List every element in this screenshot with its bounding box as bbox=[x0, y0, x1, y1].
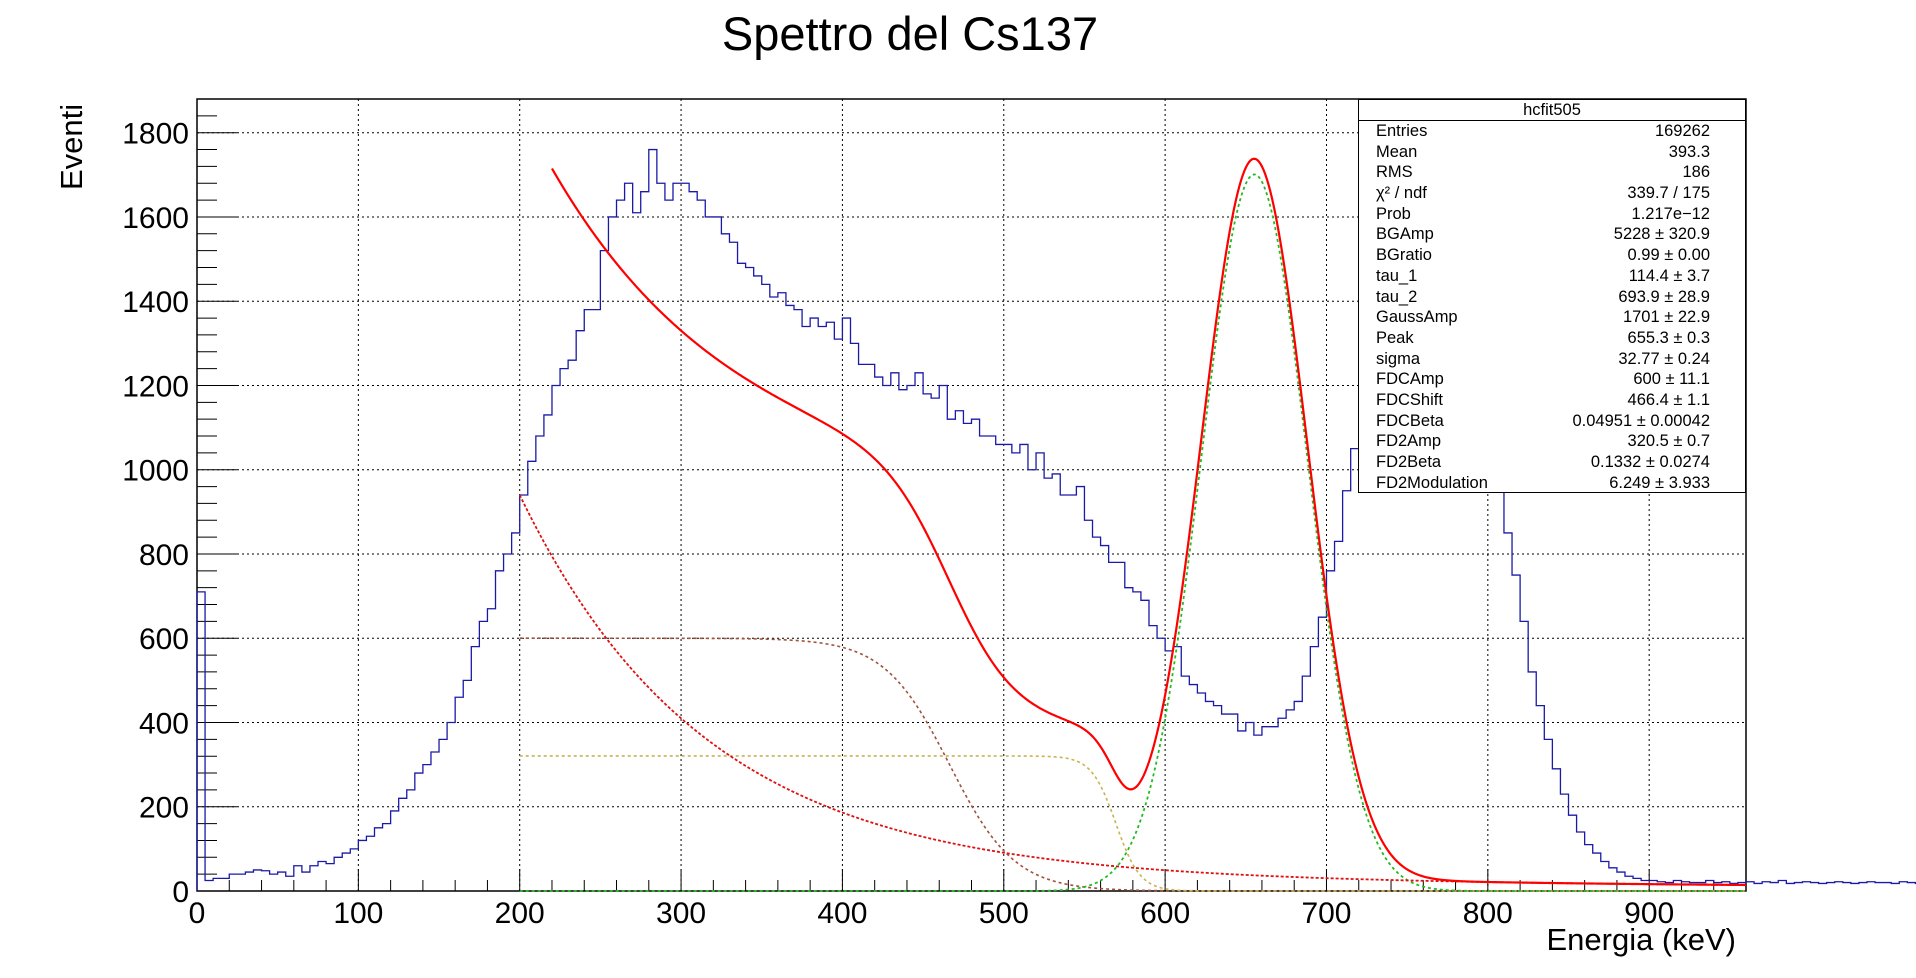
y-tick-label: 0 bbox=[172, 876, 189, 909]
histogram-series bbox=[196, 140, 1916, 891]
chart-title: Spettro del Cs137 bbox=[721, 7, 1099, 60]
stats-row-label: BGAmp bbox=[1376, 225, 1434, 244]
stats-row-label: GaussAmp bbox=[1376, 308, 1458, 327]
stats-row-label: FD2Beta bbox=[1376, 453, 1442, 471]
stats-row-value: 32.77 ± 0.24 bbox=[1618, 349, 1710, 368]
gaussian-peak-component bbox=[519, 173, 1746, 892]
stats-row-value: 1701 ± 22.9 bbox=[1622, 308, 1710, 327]
stats-row-label: Entries bbox=[1376, 122, 1428, 140]
stats-row: GaussAmp 1701 ± 22.9 bbox=[1359, 307, 1745, 328]
x-tick-label: 400 bbox=[817, 897, 867, 930]
stats-row-value: 169262 bbox=[1654, 122, 1710, 140]
stats-row-label: FDCAmp bbox=[1376, 370, 1444, 389]
stats-row-value: 0.99 ± 0.00 bbox=[1627, 246, 1710, 265]
x-tick-label: 300 bbox=[656, 897, 706, 930]
stats-row-value: 655.3 ± 0.3 bbox=[1627, 328, 1710, 347]
stats-box: hcfit505 Entries 169262 Mean 393.3 RMS 186 χ² … bbox=[1358, 99, 1746, 493]
x-tick-label: 200 bbox=[495, 897, 545, 930]
y-tick-label: 400 bbox=[139, 707, 189, 740]
stats-row-value: 693.9 ± 28.9 bbox=[1618, 287, 1710, 306]
stats-row: BGratio 0.99 ± 0.00 bbox=[1359, 245, 1745, 266]
stats-row-value: 186 bbox=[1682, 163, 1710, 182]
exponential-background-component bbox=[518, 494, 1747, 886]
stats-row-label: FD2Modulation bbox=[1376, 473, 1488, 492]
stats-row-label: Mean bbox=[1376, 142, 1418, 161]
stats-row-value: 600 ± 11.1 bbox=[1633, 370, 1710, 389]
stats-row-label: Peak bbox=[1376, 328, 1414, 347]
stats-row-label: tau_2 bbox=[1376, 287, 1418, 306]
y-tick-label: 800 bbox=[139, 539, 189, 572]
stats-row: FDCAmp 600 ± 11.1 bbox=[1359, 369, 1745, 390]
y-tick-label: 200 bbox=[139, 792, 189, 825]
total-fit-curve bbox=[551, 157, 1747, 887]
y-tick-label: 1000 bbox=[122, 455, 189, 488]
stats-row-label: BGratio bbox=[1376, 246, 1432, 265]
stats-row: tau_2 693.9 ± 28.9 bbox=[1359, 287, 1745, 308]
backscatter-component bbox=[519, 755, 1746, 892]
stats-row-label: tau_1 bbox=[1376, 266, 1418, 285]
compton-edge-component bbox=[519, 637, 1746, 892]
stats-row: FD2Beta 0.1332 ± 0.0274 bbox=[1359, 452, 1745, 473]
x-tick-label: 800 bbox=[1463, 897, 1513, 930]
x-tick-label: 600 bbox=[1140, 897, 1190, 930]
y-tick-label: 1200 bbox=[122, 370, 189, 403]
stats-box-name: hcfit505 bbox=[1359, 100, 1745, 121]
y-tick-label: 1400 bbox=[122, 286, 189, 319]
stats-row-value: 114.4 ± 3.7 bbox=[1628, 266, 1710, 285]
stats-row: BGAmp 5228 ± 320.9 bbox=[1359, 224, 1745, 245]
x-axis-label: Energia (keV) bbox=[1546, 922, 1736, 957]
stats-row: χ² / ndf 339.7 / 175 bbox=[1359, 183, 1745, 204]
x-tick-label: 0 bbox=[189, 897, 206, 930]
stats-row-label: FDCShift bbox=[1376, 390, 1443, 409]
stats-row-label: RMS bbox=[1376, 163, 1413, 182]
x-tick-label: 900 bbox=[1624, 897, 1674, 930]
stats-row-value: 320.5 ± 0.7 bbox=[1627, 432, 1710, 451]
stats-row-value: 6.249 ± 3.933 bbox=[1609, 473, 1710, 492]
stats-row-value: 5228 ± 320.9 bbox=[1613, 225, 1710, 244]
stats-row-value: 339.7 / 175 bbox=[1627, 184, 1710, 203]
stats-row: Peak 655.3 ± 0.3 bbox=[1359, 328, 1745, 349]
stats-row: RMS 186 bbox=[1359, 162, 1745, 183]
x-tick-label: 100 bbox=[333, 897, 383, 930]
stats-row-label: FD2Amp bbox=[1376, 432, 1442, 451]
stats-row: tau_1 114.4 ± 3.7 bbox=[1359, 266, 1745, 287]
stats-row-label: χ² / ndf bbox=[1376, 184, 1427, 203]
y-tick-label: 1800 bbox=[122, 118, 189, 151]
stats-row: FD2Modulation 6.249 ± 3.933 bbox=[1359, 473, 1745, 494]
stats-row-label: sigma bbox=[1376, 349, 1421, 368]
stats-row-value: 466.4 ± 1.1 bbox=[1627, 390, 1710, 409]
stats-row-label: Prob bbox=[1376, 204, 1411, 223]
y-axis-label: Eventi bbox=[54, 103, 89, 190]
stats-row: FDCBeta 0.04951 ± 0.00042 bbox=[1359, 411, 1745, 432]
stats-row: Prob 1.217e−12 bbox=[1359, 204, 1745, 225]
x-tick-label: 500 bbox=[979, 897, 1029, 930]
x-tick-label: 700 bbox=[1301, 897, 1351, 930]
y-tick-label: 600 bbox=[139, 623, 189, 656]
stats-rows: Entries 169262 Mean 393.3 RMS 186 χ² / ndf 339.… bbox=[1359, 121, 1745, 493]
y-tick-label: 1600 bbox=[122, 202, 189, 235]
stats-row-value: 0.1332 ± 0.0274 bbox=[1590, 453, 1710, 471]
stats-row: Mean 393.3 bbox=[1359, 142, 1745, 163]
stats-row-value: 0.04951 ± 0.00042 bbox=[1572, 411, 1710, 430]
stats-row: sigma 32.77 ± 0.24 bbox=[1359, 349, 1745, 370]
stats-row-label: FDCBeta bbox=[1376, 411, 1444, 430]
stats-row-value: 1.217e−12 bbox=[1631, 204, 1710, 223]
stats-row: Entries 169262 bbox=[1359, 121, 1745, 142]
stats-row: FD2Amp 320.5 ± 0.7 bbox=[1359, 431, 1745, 452]
stats-row-value: 393.3 bbox=[1668, 142, 1710, 161]
stats-row: FDCShift 466.4 ± 1.1 bbox=[1359, 390, 1745, 411]
